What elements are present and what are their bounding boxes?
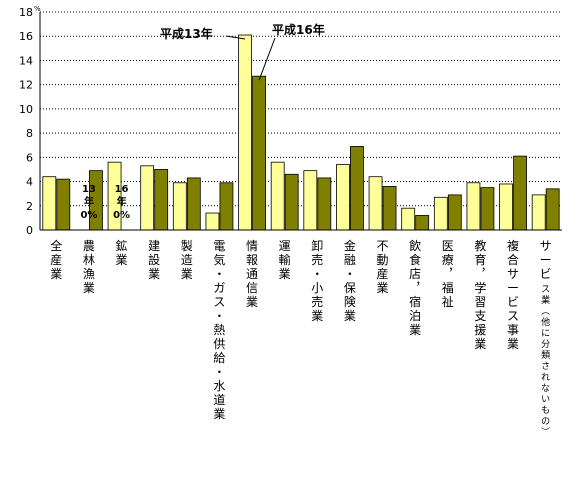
bar-series1 (531, 194, 546, 231)
bar-series1 (172, 182, 187, 231)
y-tick-label: 2 (26, 200, 33, 213)
bar-series2 (415, 215, 430, 231)
category-label: 農林漁業 (83, 239, 95, 295)
category-label: サービス業︵他に分類されないもの︶ (540, 239, 552, 438)
y-tick-label: 10 (19, 103, 33, 116)
bar-series1 (140, 165, 155, 231)
bar-series1 (42, 176, 57, 231)
category-label: 製造業 (181, 239, 193, 281)
axes: 0 2 4 6 8 10 12 14 16 18% (19, 5, 562, 237)
bar-series2 (56, 178, 71, 231)
category-label: 卸売・小売業 (311, 238, 323, 323)
bar-series2 (545, 188, 560, 231)
legend-series1-label: 平成13年 (160, 26, 213, 41)
category-label: 鉱業 (116, 238, 128, 267)
bar-series2 (447, 194, 462, 231)
legend-series2-label: 平成16年 (272, 22, 325, 37)
bar-series1 (401, 207, 416, 231)
gridlines (40, 11, 562, 207)
y-tick-label: 16 (19, 30, 33, 43)
bar-series2 (317, 177, 332, 231)
y-tick-label: 14 (19, 54, 33, 67)
category-label: 運輸業 (279, 239, 291, 281)
bars (42, 34, 560, 231)
bar-series2 (513, 155, 527, 231)
category-label: 教育︐学習支援業 (474, 238, 486, 351)
y-tick-label: 8 (26, 127, 33, 140)
zero-annotation: 13 年 0% (80, 184, 97, 221)
category-label: 金融・保険業 (344, 238, 356, 323)
bar-series1 (368, 176, 383, 231)
legend-series2-leader (258, 37, 276, 81)
bar-series1 (205, 212, 220, 231)
bar-series1 (466, 182, 481, 231)
bar-series1 (238, 34, 252, 231)
category-label: 電気・ガス・熱供給・水道業 (213, 239, 225, 421)
y-unit-label: % (34, 5, 41, 13)
y-tick-label: 0 (26, 224, 33, 237)
category-label: 複合サービス事業 (507, 238, 519, 351)
category-label: 医療︐福祉 (442, 239, 454, 309)
y-tick-label: 12 (19, 79, 33, 92)
category-label: 建設業 (148, 239, 160, 281)
zero-annotation: 16 年 0% (113, 184, 130, 221)
bar-series2 (186, 177, 201, 231)
category-label: 全産業 (50, 238, 62, 281)
bar-series1 (336, 164, 350, 231)
category-label: 情報通信業 (246, 239, 258, 309)
bar-series2 (154, 169, 169, 231)
labels: 全産業 農林漁業 鉱業 建設業 製造業 電気・ガス・熱供給・水道業 情報通信業 運輸業 卸売・小… (50, 22, 551, 438)
legend-series1-leader (225, 35, 246, 40)
bar-series2 (252, 75, 266, 231)
y-tick-label: 4 (26, 176, 33, 189)
bar-series2 (284, 173, 299, 231)
y-tick-label: 18 (19, 6, 33, 19)
y-tick-label: 6 (26, 151, 33, 164)
category-label: 飲食店︐宿泊業 (409, 238, 421, 337)
bar-series2 (350, 146, 364, 231)
bar-series1 (433, 196, 448, 231)
bar-series2 (219, 182, 234, 231)
bar-series2 (382, 185, 397, 231)
bar-series1 (270, 161, 285, 231)
bar-series1 (303, 170, 318, 231)
bar-series1 (499, 183, 513, 231)
bar-series2 (480, 187, 495, 231)
category-label: 不動産業 (377, 239, 389, 295)
